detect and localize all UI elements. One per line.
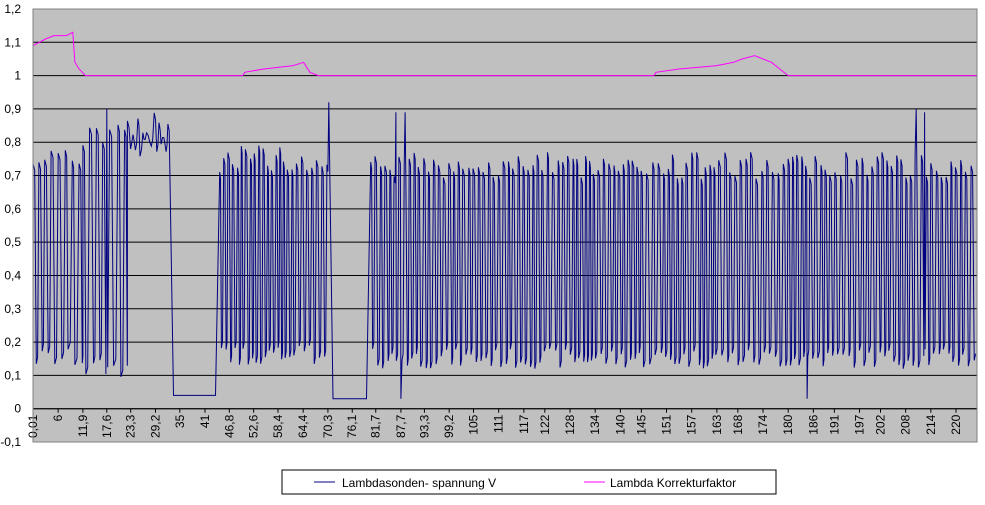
y-tick-label: 0,2 <box>4 335 21 349</box>
x-tick-label: 197 <box>853 414 867 434</box>
x-tick-label: 122 <box>538 414 552 434</box>
x-tick-label: 168 <box>731 414 745 434</box>
y-tick-label: 0 <box>14 402 21 416</box>
x-tick-label: 163 <box>710 414 724 434</box>
x-tick-label: 186 <box>806 414 820 434</box>
x-tick-label: 6 <box>51 414 65 421</box>
y-tick-label: 0,4 <box>4 268 21 282</box>
x-axis: 0,01 6 11,9 17,6 23,3 29,2 35 41 46,8 52,6 58,4 64,… <box>26 408 963 438</box>
x-tick-label: 140 <box>613 414 627 434</box>
y-tick-label: 0,1 <box>4 368 21 382</box>
x-tick-label: 134 <box>588 414 602 434</box>
series-line-voltage <box>32 102 977 400</box>
x-tick-label: 52,6 <box>247 414 261 438</box>
y-tick-label: 0,8 <box>4 135 21 149</box>
x-tick-label: 17,6 <box>100 414 114 438</box>
x-tick-label: 41 <box>198 414 212 428</box>
x-tick-label: 70,3 <box>321 414 335 438</box>
y-tick-label: 0,3 <box>4 302 21 316</box>
x-tick-label: 151 <box>660 414 674 434</box>
x-tick-label: 145 <box>634 414 648 434</box>
x-tick-label: 29,2 <box>148 414 162 438</box>
x-tick-label: 157 <box>685 414 699 434</box>
x-tick-label: 81,7 <box>369 414 383 438</box>
x-tick-label: 23,3 <box>124 414 138 438</box>
x-tick-label: 191 <box>827 414 841 434</box>
legend-label-0: Lambdasonden- spannung V <box>342 476 496 490</box>
x-tick-label: 87,7 <box>394 414 408 438</box>
x-tick-label: 174 <box>756 414 770 434</box>
plot-border <box>32 8 978 443</box>
y-tick-label: -0,1 <box>0 435 21 449</box>
y-tick-label: 1,1 <box>4 35 21 49</box>
legend-box <box>281 469 777 495</box>
series-line-correction <box>32 31 977 77</box>
x-tick-label: 99,2 <box>442 414 456 438</box>
x-tick-label: 105 <box>467 414 481 434</box>
x-tick-label: 128 <box>563 414 577 434</box>
x-tick-label: 111 <box>492 414 506 433</box>
x-tick-label: 208 <box>899 414 913 434</box>
x-tick-label: 76,1 <box>345 414 359 438</box>
y-tick-label: 0,5 <box>4 235 21 249</box>
x-tick-label: 202 <box>873 414 887 434</box>
x-tick-label: 220 <box>949 414 963 434</box>
x-tick-label: 11,9 <box>76 414 90 437</box>
x-tick-label: 180 <box>781 414 795 434</box>
y-tick-label: 1 <box>14 69 21 83</box>
x-tick-label: 46,8 <box>222 414 236 438</box>
y-tick-label: 0,6 <box>4 202 21 216</box>
legend-label-1: Lambda Korrekturfaktor <box>610 476 736 490</box>
y-tick-label: 1,2 <box>4 2 21 16</box>
x-tick-label: 35 <box>173 414 187 428</box>
series-group <box>32 31 977 400</box>
x-tick-label: 64,4 <box>296 414 310 438</box>
x-tick-label: 117 <box>517 414 531 433</box>
y-axis: -0,1 0 0,1 0,2 0,3 0,4 0,5 0,6 0,7 0,8 0,9 1 1,1 1,2 <box>0 2 21 449</box>
x-tick-label: 93,3 <box>417 414 431 438</box>
x-tick-label: 58,4 <box>271 414 285 438</box>
y-tick-label: 0,7 <box>4 169 21 183</box>
y-tick-label: 0,9 <box>4 102 21 116</box>
x-tick-label: 214 <box>924 414 938 434</box>
legend: Lambdasonden- spannung V Lambda Korrektu… <box>281 469 777 495</box>
